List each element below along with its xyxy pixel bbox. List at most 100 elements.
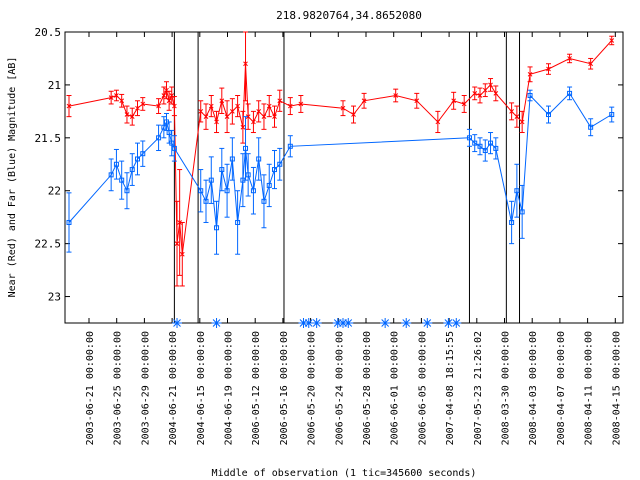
data-point bbox=[509, 109, 514, 114]
data-point bbox=[245, 172, 251, 178]
data-point bbox=[277, 161, 283, 167]
data-point bbox=[261, 198, 267, 204]
x-tick-label: 2008-04-07 00:00:00 bbox=[556, 331, 567, 445]
y-tick-label: 21.5 bbox=[35, 132, 62, 145]
data-point bbox=[251, 119, 256, 125]
upper-limit-marker bbox=[332, 318, 343, 328]
data-point bbox=[119, 98, 125, 104]
data-point bbox=[527, 92, 533, 98]
data-point bbox=[161, 124, 167, 130]
data-point bbox=[482, 87, 488, 93]
upper-limit-marker bbox=[303, 318, 314, 328]
y-axis-label: Near (Red) and Far (Blue) Magnitude [AB] bbox=[7, 57, 18, 298]
data-point bbox=[493, 145, 499, 151]
x-tick-label: 2004-06-15 00:00:00 bbox=[196, 331, 207, 445]
data-point bbox=[135, 105, 140, 111]
data-point bbox=[140, 101, 146, 107]
data-point bbox=[466, 135, 472, 141]
data-point bbox=[229, 156, 235, 162]
data-point bbox=[393, 93, 399, 98]
data-point bbox=[129, 114, 135, 120]
data-point bbox=[66, 219, 72, 225]
data-point bbox=[567, 90, 573, 96]
data-point bbox=[477, 93, 483, 98]
data-point bbox=[224, 188, 230, 194]
data-point bbox=[140, 151, 146, 157]
data-point bbox=[519, 119, 525, 125]
x-tick-label: 2003-06-29 00:00:00 bbox=[140, 331, 151, 445]
y-tick-label: 20.5 bbox=[35, 26, 62, 39]
data-point bbox=[488, 140, 494, 146]
data-point bbox=[208, 103, 214, 109]
data-point bbox=[340, 105, 346, 111]
data-point bbox=[108, 172, 114, 178]
x-tick-label: 2006-06-05 00:00:00 bbox=[417, 331, 428, 445]
data-point bbox=[609, 38, 615, 43]
data-point bbox=[351, 112, 356, 117]
y-tick-label: 22 bbox=[48, 185, 61, 198]
x-tick-label: 2008-04-03 00:00:00 bbox=[528, 331, 539, 445]
data-point bbox=[235, 219, 241, 225]
data-point bbox=[546, 66, 551, 72]
data-point bbox=[219, 167, 225, 173]
upper-limit-marker bbox=[211, 318, 222, 328]
upper-limit-marker bbox=[338, 318, 348, 328]
data-point bbox=[113, 161, 119, 167]
data-point bbox=[114, 93, 119, 98]
upper-limit-marker bbox=[380, 318, 391, 328]
x-tick-label: 2007-05-23 21:26:02 bbox=[473, 331, 484, 445]
x-tick-label: 2006-05-12 00:00:00 bbox=[251, 331, 262, 445]
data-series bbox=[66, 31, 615, 287]
data-point bbox=[108, 95, 114, 100]
data-point bbox=[169, 140, 175, 146]
data-point bbox=[493, 91, 499, 96]
data-point bbox=[472, 140, 478, 146]
data-point bbox=[156, 103, 161, 109]
data-point bbox=[435, 119, 441, 125]
data-point bbox=[172, 103, 177, 109]
data-point bbox=[198, 188, 204, 194]
data-point bbox=[509, 219, 515, 225]
x-tick-label: 2007-04-08 18:15:55 bbox=[445, 331, 456, 445]
x-axis-ticks: 2003-06-21 00:00:00 2003-06-25 00:00:00 20… bbox=[85, 32, 622, 445]
upper-limit-marker bbox=[172, 318, 183, 328]
data-point bbox=[256, 156, 262, 162]
data-point bbox=[124, 188, 130, 194]
data-point bbox=[261, 114, 267, 120]
y-tick-label: 22.5 bbox=[35, 238, 62, 251]
data-point bbox=[240, 124, 246, 130]
data-point bbox=[482, 148, 488, 154]
data-point bbox=[166, 130, 172, 136]
data-point bbox=[203, 198, 209, 204]
y-tick-label: 23 bbox=[48, 291, 61, 304]
data-point bbox=[129, 167, 135, 173]
data-point bbox=[287, 103, 293, 109]
data-point bbox=[546, 112, 551, 118]
data-point bbox=[488, 82, 493, 88]
x-tick-label: 2008-03-30 00:00:00 bbox=[501, 331, 512, 445]
data-point bbox=[235, 103, 240, 109]
data-point bbox=[527, 71, 533, 77]
data-point bbox=[514, 188, 520, 194]
y-axis-ticks: 20.5 21 21.5 22 22.5 23 bbox=[35, 26, 623, 304]
upper-limit-marker bbox=[443, 318, 454, 328]
data-point bbox=[361, 98, 367, 104]
data-point bbox=[519, 209, 525, 215]
series-line bbox=[68, 92, 612, 228]
data-point bbox=[208, 177, 214, 183]
data-point bbox=[266, 182, 272, 188]
x-tick-label: 2008-04-15 00:00:00 bbox=[611, 331, 622, 445]
data-point bbox=[250, 188, 256, 194]
upper-limit-marker bbox=[298, 318, 309, 328]
x-tick-label: 2006-05-20 00:00:00 bbox=[307, 331, 318, 445]
data-point bbox=[272, 114, 277, 120]
data-point bbox=[124, 112, 130, 117]
data-point bbox=[245, 114, 251, 120]
far-blue-series bbox=[66, 86, 615, 255]
data-point bbox=[156, 135, 162, 141]
y-tick-label: 21 bbox=[48, 79, 61, 92]
data-point bbox=[203, 114, 209, 120]
near-red-series bbox=[66, 31, 615, 287]
data-point bbox=[66, 103, 72, 109]
data-point bbox=[298, 101, 304, 107]
